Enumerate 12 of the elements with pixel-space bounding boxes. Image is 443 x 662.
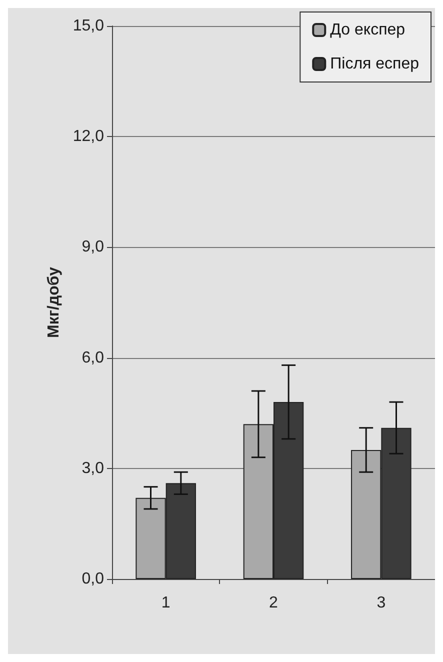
x-tick-label: 1 bbox=[161, 594, 170, 612]
y-tick-label: 0,0 bbox=[82, 570, 104, 588]
y-tick-label: 3,0 bbox=[82, 460, 104, 477]
y-tick-label: 15,0 bbox=[72, 18, 104, 34]
legend-label: До експер bbox=[330, 22, 406, 38]
x-tick-label: 2 bbox=[269, 594, 278, 612]
y-tick-label: 12,0 bbox=[72, 128, 104, 146]
x-tick-label: 3 bbox=[376, 594, 386, 612]
y-tick-label: 9,0 bbox=[82, 238, 104, 256]
legend-label: Після еспер bbox=[330, 56, 420, 72]
y-tick-label: 6,0 bbox=[82, 349, 104, 366]
y-axis-title: Мкг/добу bbox=[45, 266, 62, 338]
